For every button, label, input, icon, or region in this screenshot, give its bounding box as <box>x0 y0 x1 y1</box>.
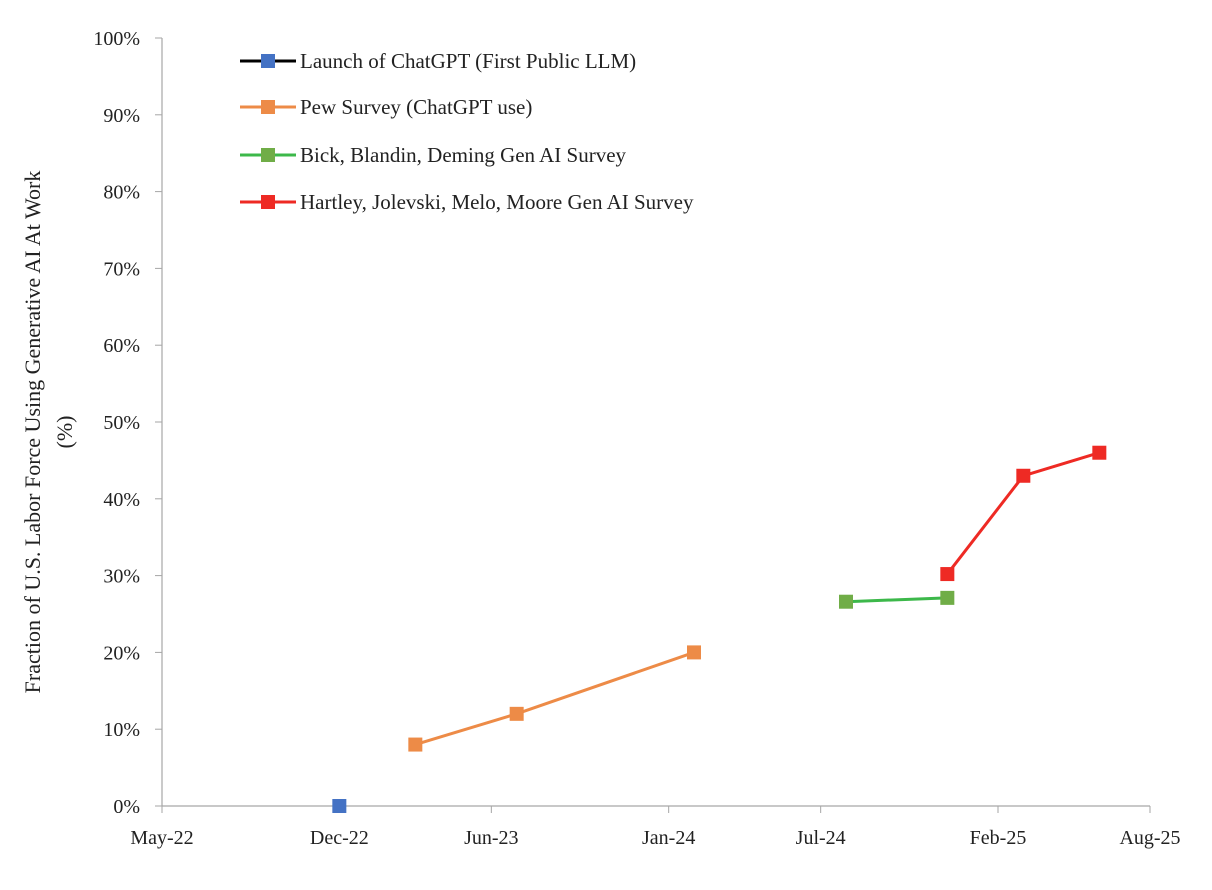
y-tick-label: 60% <box>103 335 140 357</box>
y-tick-label: 0% <box>113 796 140 818</box>
legend-marker <box>261 100 275 114</box>
y-tick-label: 40% <box>103 489 140 511</box>
y-axis-label: Fraction of U.S. Labor Force Using Gener… <box>20 171 77 694</box>
y-tick-label: 100% <box>93 28 140 50</box>
data-point <box>839 594 853 609</box>
data-point <box>509 706 524 721</box>
data-point <box>940 567 955 582</box>
y-tick-label: 80% <box>103 182 140 204</box>
series-0 <box>332 799 347 813</box>
series-1 <box>408 645 701 752</box>
series-line <box>845 596 948 604</box>
x-tick-label: Feb-25 <box>970 827 1027 849</box>
legend-item-0: Launch of ChatGPT (First Public LLM) <box>240 49 636 73</box>
y-axis-label-line-1: Fraction of U.S. Labor Force Using Gener… <box>20 171 45 694</box>
x-tick-label: Jan-24 <box>642 827 695 849</box>
legend-label: Pew Survey (ChatGPT use) <box>300 95 532 119</box>
data-point <box>332 799 347 813</box>
data-point <box>1016 468 1031 483</box>
legend-marker <box>261 54 275 68</box>
legend: Launch of ChatGPT (First Public LLM) Pew … <box>240 49 694 214</box>
y-axis-label-line-2: (%) <box>52 416 77 449</box>
data-point <box>687 645 701 660</box>
legend-marker <box>261 195 275 209</box>
data-point <box>940 590 955 605</box>
series-3 <box>940 445 1107 582</box>
legend-item-2: Bick, Blandin, Deming Gen AI Survey <box>240 143 627 167</box>
x-tick-label: Aug-25 <box>1119 827 1180 849</box>
x-tick-label: Jul-24 <box>796 827 846 849</box>
y-tick-label: 50% <box>103 412 140 434</box>
y-tick-label: 10% <box>103 719 140 741</box>
axes: 0% 10% 20% 30% 40% 50% 60% 70% 80% 90% 100% May-22 D… <box>93 28 1180 849</box>
y-tick-label: 30% <box>103 566 140 588</box>
x-tick-label: May-22 <box>130 827 193 849</box>
legend-label: Hartley, Jolevski, Melo, Moore Gen AI Su… <box>300 190 694 214</box>
y-tick-label: 90% <box>103 105 140 127</box>
y-tick-label: 70% <box>103 258 140 280</box>
data-point <box>408 737 423 752</box>
x-tick-label: Jun-23 <box>464 827 518 849</box>
legend-item-3: Hartley, Jolevski, Melo, Moore Gen AI Su… <box>240 190 694 214</box>
legend-label: Launch of ChatGPT (First Public LLM) <box>300 49 636 73</box>
series-layer <box>332 445 1107 813</box>
legend-marker <box>261 148 275 162</box>
series-2 <box>839 590 955 609</box>
series-line <box>414 650 695 747</box>
x-tick-label: Dec-22 <box>310 827 369 849</box>
data-point <box>1092 445 1107 460</box>
legend-item-1: Pew Survey (ChatGPT use) <box>240 95 532 119</box>
legend-label: Bick, Blandin, Deming Gen AI Survey <box>300 143 627 167</box>
y-tick-label: 20% <box>103 642 140 664</box>
